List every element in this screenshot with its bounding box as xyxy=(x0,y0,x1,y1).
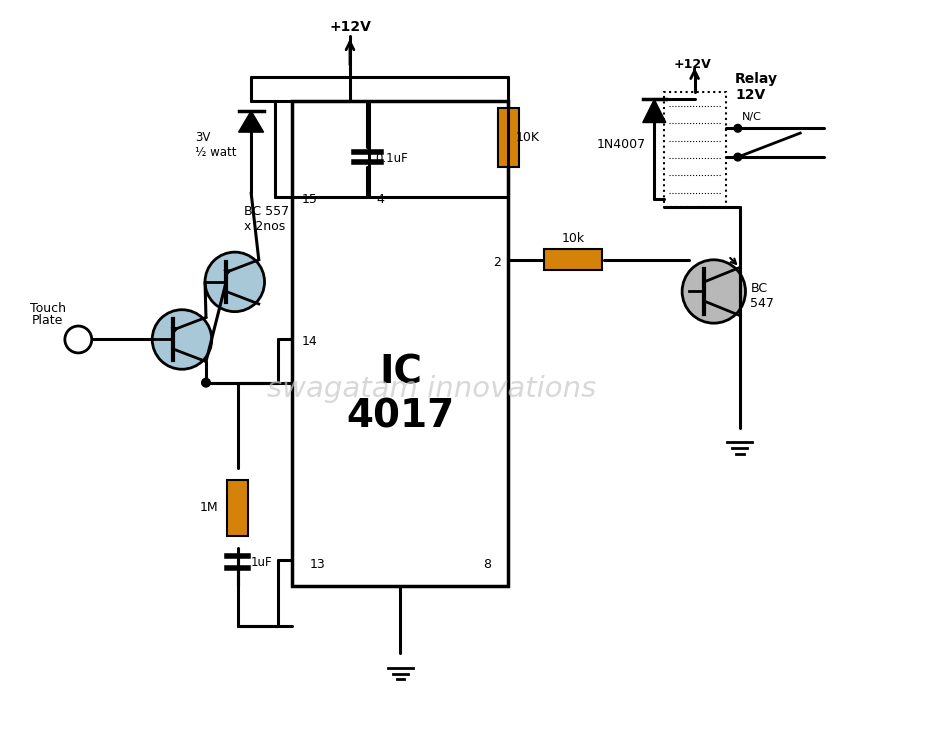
Text: 15: 15 xyxy=(302,193,318,206)
Circle shape xyxy=(734,153,742,161)
Polygon shape xyxy=(239,111,264,132)
Text: 13: 13 xyxy=(310,557,326,571)
Text: 10k: 10k xyxy=(562,232,585,245)
Bar xyxy=(498,108,519,167)
Text: 10K: 10K xyxy=(516,131,540,144)
Text: 1uF: 1uF xyxy=(251,556,272,568)
Text: swagatam innovations: swagatam innovations xyxy=(267,376,596,404)
Text: BC
547: BC 547 xyxy=(750,282,774,310)
Text: 1N4007: 1N4007 xyxy=(596,138,646,151)
Circle shape xyxy=(734,124,742,132)
Text: 1M: 1M xyxy=(199,502,218,515)
Text: BC 557
x 2nos: BC 557 x 2nos xyxy=(244,205,289,232)
Text: Relay
12V: Relay 12V xyxy=(735,72,777,102)
Circle shape xyxy=(205,252,265,312)
Circle shape xyxy=(152,310,211,369)
Text: 14: 14 xyxy=(302,335,317,348)
Text: +12V: +12V xyxy=(329,20,371,34)
Circle shape xyxy=(682,260,746,323)
Bar xyxy=(545,249,602,270)
Bar xyxy=(292,101,508,586)
Text: 0.1uF: 0.1uF xyxy=(375,152,408,166)
Bar xyxy=(664,92,726,207)
Text: 3V
½ watt: 3V ½ watt xyxy=(195,130,237,158)
Polygon shape xyxy=(643,100,666,122)
Text: IC
4017: IC 4017 xyxy=(346,353,454,435)
Text: 8: 8 xyxy=(483,557,491,571)
Text: N/C: N/C xyxy=(742,112,762,122)
Text: Touch: Touch xyxy=(30,302,66,314)
Text: Plate: Plate xyxy=(32,314,63,327)
Bar xyxy=(227,480,248,536)
Text: 2: 2 xyxy=(493,256,500,269)
Circle shape xyxy=(202,378,210,387)
Circle shape xyxy=(65,326,92,353)
Text: +12V: +12V xyxy=(674,58,712,71)
Text: 4: 4 xyxy=(377,193,385,206)
